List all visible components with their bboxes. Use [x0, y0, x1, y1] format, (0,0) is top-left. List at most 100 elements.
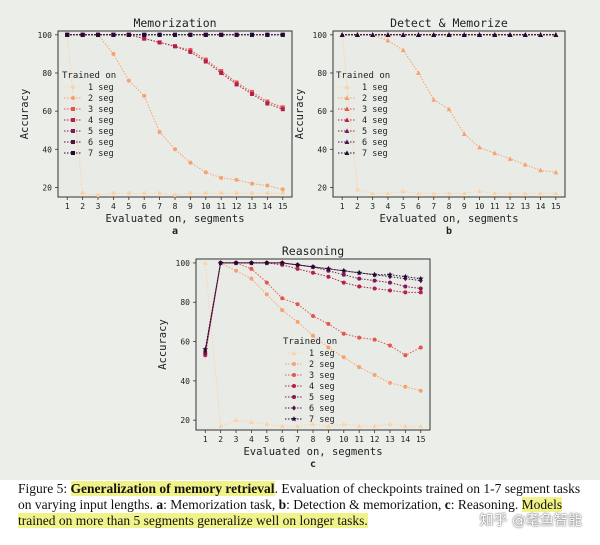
- data-point: [111, 51, 116, 56]
- y-tick-label: 80: [317, 69, 327, 78]
- legend-marker: [344, 128, 350, 133]
- data-point: [339, 32, 345, 37]
- data-point: [173, 32, 177, 37]
- data-point: [203, 191, 208, 196]
- data-point: [96, 32, 101, 37]
- data-point: [111, 191, 116, 196]
- legend-label: 1 seg: [362, 83, 388, 93]
- data-point: [341, 331, 346, 336]
- x-tick-label: 14: [263, 202, 273, 211]
- data-point: [385, 190, 391, 196]
- data-point: [249, 191, 254, 196]
- legend-label: 4 seg: [88, 116, 114, 126]
- data-point: [311, 314, 315, 318]
- data-point: [356, 269, 362, 276]
- y-tick-label: 20: [42, 183, 52, 192]
- data-point: [402, 273, 409, 280]
- x-tick-label: 3: [96, 202, 101, 211]
- data-point: [311, 333, 315, 338]
- legend-label: 2 seg: [362, 94, 388, 104]
- data-point: [295, 266, 300, 271]
- data-point: [418, 388, 423, 393]
- data-point: [357, 284, 362, 289]
- data-point: [356, 423, 362, 429]
- data-point: [417, 275, 424, 282]
- x-axis-label: Evaluated on, segments: [105, 213, 244, 225]
- data-point: [157, 130, 162, 135]
- x-tick-label: 12: [232, 202, 242, 211]
- data-point: [387, 380, 392, 385]
- data-point: [553, 169, 559, 175]
- caption-body: . Evaluation of checkpoints trained on 1…: [18, 481, 581, 512]
- series-7-seg: [65, 32, 285, 37]
- x-tick-label: 13: [520, 202, 530, 211]
- x-tick-label: 1: [340, 202, 345, 211]
- data-point: [157, 32, 162, 37]
- data-point: [218, 423, 224, 429]
- x-tick-label: 5: [401, 202, 406, 211]
- data-point: [264, 421, 270, 427]
- data-point: [370, 32, 376, 37]
- data-point: [387, 271, 393, 278]
- data-point: [249, 91, 254, 96]
- data-point: [203, 348, 208, 354]
- legend-label: 4 seg: [362, 116, 388, 126]
- legend-marker: [344, 117, 350, 122]
- data-point: [280, 107, 285, 112]
- panel-label: c: [310, 459, 316, 470]
- series-7-seg: [339, 32, 559, 37]
- x-axis-label: Evaluated on, segments: [379, 213, 518, 225]
- y-tick-label: 60: [42, 107, 52, 116]
- data-point: [341, 280, 346, 285]
- y-tick-label: 80: [42, 69, 52, 78]
- x-tick-label: 10: [201, 202, 211, 211]
- data-point: [217, 259, 224, 266]
- data-point: [385, 37, 391, 43]
- data-point: [418, 290, 423, 295]
- data-point: [265, 32, 270, 37]
- data-point: [234, 32, 239, 37]
- legend-marker: [71, 85, 75, 89]
- data-point: [446, 106, 452, 112]
- legend-marker: [344, 150, 350, 155]
- legend-label: 7 seg: [362, 149, 388, 159]
- data-point: [340, 267, 347, 274]
- data-point: [157, 191, 162, 196]
- x-tick-label: 15: [278, 202, 288, 211]
- data-point: [202, 260, 208, 265]
- legend-label: 3 seg: [362, 105, 388, 115]
- x-tick-label: 4: [386, 202, 391, 211]
- data-point: [295, 319, 300, 324]
- legend-label: 7 seg: [309, 415, 335, 425]
- data-point: [234, 177, 239, 182]
- legend-marker: [344, 106, 350, 111]
- y-tick-label: 40: [180, 377, 190, 386]
- data-point: [387, 274, 392, 280]
- legend-marker: [71, 140, 75, 144]
- data-point: [372, 286, 377, 291]
- x-tick-label: 5: [126, 202, 131, 211]
- legend-marker: [291, 416, 297, 422]
- y-tick-label: 20: [317, 183, 327, 192]
- data-point: [355, 186, 360, 192]
- x-tick-label: 2: [218, 435, 223, 444]
- data-point: [219, 32, 224, 37]
- legend-marker: [292, 405, 296, 411]
- data-point: [402, 423, 408, 429]
- data-point: [357, 365, 362, 370]
- x-tick-label: 14: [401, 435, 411, 444]
- legend-marker: [344, 95, 350, 100]
- data-point: [522, 161, 528, 167]
- legend-label: 2 seg: [309, 360, 335, 370]
- data-point: [279, 259, 286, 266]
- data-point: [188, 160, 193, 165]
- y-tick-label: 40: [317, 145, 327, 154]
- data-point: [522, 32, 528, 37]
- data-point: [522, 190, 528, 196]
- data-point: [372, 278, 377, 283]
- data-point: [446, 32, 452, 37]
- legend-label: 6 seg: [362, 138, 388, 148]
- legend-marker: [344, 84, 350, 89]
